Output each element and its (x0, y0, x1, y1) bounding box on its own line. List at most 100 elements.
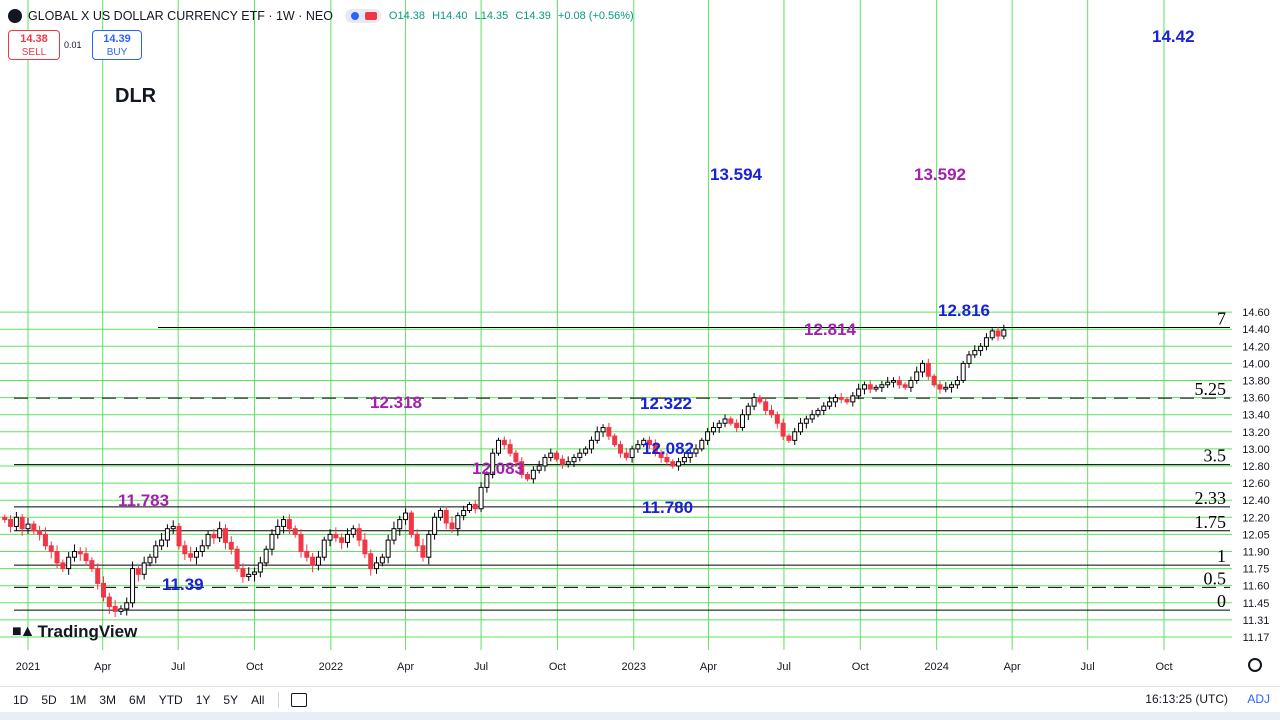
level-ratio-label: 3.5 (1204, 446, 1227, 466)
pivot-label: 13.592 (914, 165, 966, 184)
candle-body (821, 405, 827, 411)
x-tick-label: Jul (474, 661, 488, 673)
candle-body (617, 444, 623, 454)
candle-body (565, 461, 571, 465)
candle-body (321, 539, 327, 558)
range-1m[interactable]: 1M (69, 693, 87, 707)
range-5y[interactable]: 5Y (223, 693, 239, 707)
calendar-icon[interactable] (291, 693, 308, 707)
candle-body (466, 503, 472, 511)
candle-body (734, 422, 740, 429)
range-5d[interactable]: 5D (41, 693, 57, 707)
x-tick-label: Jul (777, 661, 791, 673)
candle-body (252, 571, 258, 575)
sell-label: SELL (21, 47, 47, 58)
candle-body (664, 456, 670, 463)
tradingview-logo[interactable]: ■▲ TradingView (12, 622, 137, 642)
candle-body (101, 582, 107, 598)
settings-gear-icon[interactable] (1248, 658, 1262, 672)
range-6m[interactable]: 6M (129, 693, 146, 707)
candle-body (89, 560, 95, 570)
candle-body (310, 556, 316, 566)
candle-body (1001, 329, 1007, 337)
candle-body (118, 608, 124, 612)
candle-body (257, 562, 263, 573)
x-tick-label: Jul (1081, 661, 1095, 673)
candle-body (559, 458, 565, 465)
candle-body (949, 384, 955, 388)
candle-body (205, 533, 211, 547)
price-chart[interactable]: 2021 Apr Jul Oct 2022 Apr Jul Oct 2023 Apr Jul Oct 2… (0, 0, 1280, 686)
candle-body (577, 452, 583, 458)
level-ratio-label: 0 (1217, 591, 1226, 611)
candle-body (135, 568, 141, 575)
buy-label: BUY (106, 47, 128, 58)
candle-body (902, 384, 908, 388)
sell-price: 14.38 (20, 33, 48, 45)
y-tick-label: 14.40 (1242, 324, 1270, 336)
candle-body (130, 568, 136, 604)
candle-body (176, 525, 182, 547)
candle-body (374, 562, 380, 570)
candle-body (112, 605, 118, 612)
candle-body (612, 435, 618, 446)
candle-body (536, 465, 542, 471)
candle-body (362, 539, 368, 555)
candle-body (333, 533, 339, 539)
candle-body (379, 556, 385, 564)
range-ytd[interactable]: YTD (158, 693, 183, 707)
range-3m[interactable]: 3M (99, 693, 117, 707)
chart-title[interactable]: GLOBAL X US DOLLAR CURRENCY ETF · 1W · N… (28, 9, 333, 23)
candle-body (705, 431, 711, 441)
candle-body (966, 354, 972, 364)
buy-button[interactable]: 14.39 BUY (92, 30, 142, 60)
range-1d[interactable]: 1D (13, 693, 29, 707)
level-ratio-label: 1.75 (1195, 512, 1227, 532)
ohlc-readout: O14.38 H14.40 L14.35 C14.39 +0.08 (+0.56… (389, 10, 638, 22)
x-tick-label: 2021 (16, 661, 40, 673)
candle-body (193, 551, 199, 558)
sell-button[interactable]: 14.38 SELL (8, 30, 60, 60)
candle-body (397, 519, 403, 530)
pivot-label: 11.783 (118, 491, 169, 510)
candle-body (124, 602, 130, 610)
candle-body (478, 486, 484, 510)
candle-body (757, 397, 763, 403)
y-tick-label: 13.80 (1242, 376, 1270, 388)
candle-body (269, 533, 275, 550)
candle-body (246, 573, 252, 578)
range-1y[interactable]: 1Y (195, 693, 211, 707)
candle-body (211, 533, 217, 539)
candle-body (629, 448, 635, 458)
candle-body (606, 427, 612, 437)
level-ratio-label: 2.33 (1195, 488, 1227, 508)
y-tick-label: 11.90 (1243, 547, 1270, 559)
candle-body (780, 422, 786, 437)
range-all[interactable]: All (251, 693, 265, 707)
visibility-toggle-icon[interactable] (344, 9, 381, 23)
candle-body (722, 418, 728, 424)
candle-body (960, 362, 966, 381)
x-tick-label: Jul (171, 661, 185, 673)
chart-background (0, 0, 1280, 686)
x-tick-label: Oct (852, 661, 869, 673)
candle-body (48, 545, 54, 552)
pivot-label: 11.39 (162, 575, 204, 594)
y-tick-label: 12.80 (1242, 461, 1270, 473)
adjust-toggle[interactable]: ADJ (1247, 692, 1270, 706)
candle-body (77, 551, 83, 555)
level-ratio-label: 1 (1217, 546, 1226, 566)
spread-value: 0.01 (64, 40, 82, 50)
candle-body (25, 523, 31, 530)
candle-body (693, 448, 699, 454)
candle-body (908, 380, 914, 388)
candle-body (490, 452, 496, 476)
candle-body (745, 405, 751, 416)
symbol-label: DLR (115, 85, 157, 107)
candle-body (443, 509, 449, 524)
candle-body (455, 515, 461, 530)
candle-body (182, 545, 188, 555)
y-tick-label: 14.00 (1242, 358, 1270, 370)
y-tick-label: 12.60 (1242, 478, 1270, 490)
x-tick-label: Oct (1155, 661, 1172, 673)
